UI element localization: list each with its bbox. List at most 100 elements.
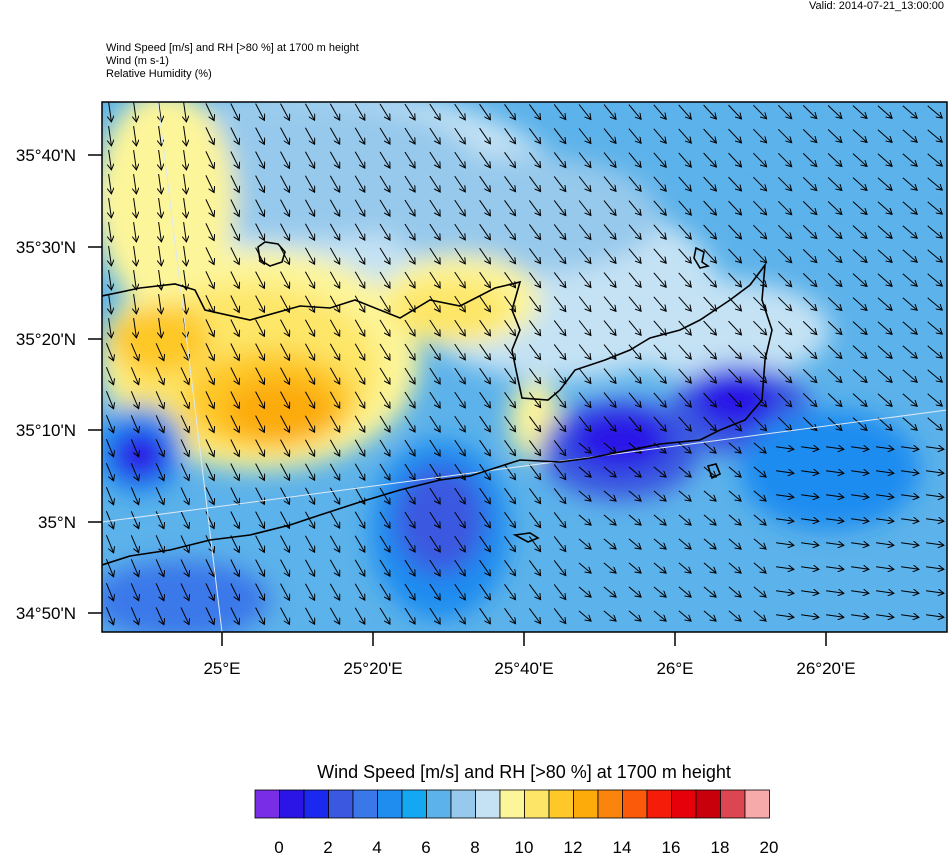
wind-arrow [255, 391, 265, 409]
wind-arrow [504, 488, 516, 503]
wind-arrow [504, 296, 516, 311]
wind-arrow [603, 392, 616, 408]
colorbar-label-0: 0 [274, 838, 283, 854]
wind-arrow [105, 415, 113, 433]
wind-arrow [753, 248, 766, 263]
wind-arrow [379, 103, 390, 120]
wind-arrow [851, 447, 869, 450]
wind-arrow [329, 487, 339, 504]
wind-arrow [304, 151, 314, 169]
wind-arrow [429, 559, 440, 576]
wind-arrow [159, 270, 162, 290]
wind-arrow [404, 391, 415, 408]
wind-arrow [205, 439, 214, 456]
wind-arrow [504, 584, 516, 599]
wind-arrow [653, 392, 666, 407]
wind-arrow [578, 344, 591, 360]
wind-arrow [777, 200, 791, 214]
wind-arrow [927, 153, 943, 166]
wind-arrow [205, 535, 214, 552]
wind-arrow [528, 608, 540, 623]
wind-arrow [255, 151, 265, 169]
wind-arrow [134, 222, 137, 242]
wind-arrow [379, 487, 390, 504]
wind-arrow [205, 367, 214, 384]
wind-arrow [528, 224, 540, 239]
wind-arrow [159, 102, 162, 122]
lat-label-35-20: 35°20'N [16, 330, 76, 349]
wind-arrow [753, 416, 766, 431]
wind-arrow [205, 127, 214, 144]
wind-arrow [180, 463, 189, 480]
wind-arrow [205, 559, 214, 576]
wind-arrow [653, 490, 666, 501]
wind-arrow [404, 463, 415, 480]
header-wind-line: Wind (m s-1) [106, 55, 169, 67]
wind-arrow [429, 175, 440, 192]
wind-arrow [628, 562, 641, 573]
wind-arrow [205, 175, 214, 192]
wind-arrow [429, 367, 440, 384]
wind-arrow [753, 538, 766, 549]
wind-arrow [454, 151, 466, 168]
wind-arrow [703, 514, 716, 525]
wind-arrow [184, 150, 187, 170]
wind-arrow [851, 495, 869, 498]
wind-arrow [826, 471, 844, 474]
wind-arrow [454, 487, 466, 504]
wind-arrow [429, 127, 440, 144]
wind-arrow [280, 487, 290, 505]
wind-arrow [504, 440, 516, 455]
wind-arrow [230, 295, 239, 313]
wind-arrow [230, 367, 239, 385]
wind-arrow [109, 126, 112, 146]
wind-arrow [180, 343, 189, 360]
colorbar-box [450, 789, 476, 819]
wind-arrow [753, 392, 766, 407]
wind-arrow [876, 495, 894, 498]
wind-arrow [603, 128, 616, 144]
wind-arrow [703, 248, 717, 263]
wind-arrow [901, 591, 919, 594]
wind-arrow [852, 393, 867, 407]
wind-arrow [902, 393, 917, 406]
wind-arrow [255, 511, 265, 529]
wind-arrow [354, 295, 365, 312]
wind-arrow [479, 103, 491, 120]
wind-arrow [801, 543, 819, 546]
wind-arrow [159, 246, 162, 266]
wind-arrow [504, 128, 516, 143]
wind-arrow [304, 127, 314, 145]
wind-arrow [329, 463, 339, 480]
colorbar [254, 789, 770, 819]
wind-arrow [728, 514, 741, 525]
wind-arrow [180, 559, 189, 576]
wind-arrow [504, 368, 516, 383]
wind-arrow [429, 247, 440, 264]
wind-arrow [479, 583, 491, 600]
wind-arrow [603, 104, 616, 120]
wind-arrow [130, 607, 138, 624]
wind-arrow [329, 223, 339, 240]
wind-arrow [603, 538, 616, 549]
wind-arrow [528, 152, 540, 167]
wind-arrow [130, 343, 138, 360]
wind-arrow [927, 345, 943, 358]
wind-arrow [553, 344, 566, 359]
wind-arrow [777, 128, 791, 142]
wind-arrow [479, 319, 491, 336]
wind-arrow [777, 392, 791, 406]
wind-arrow [304, 583, 314, 601]
wind-arrow [578, 562, 591, 573]
wind-arrow [184, 294, 187, 314]
wind-arrow [184, 174, 187, 194]
wind-arrow [429, 271, 440, 288]
wind-arrow [205, 319, 214, 336]
wind-arrow [753, 466, 766, 477]
wind-arrow [379, 199, 390, 216]
wind-arrow [703, 610, 716, 621]
wind-arrow [130, 391, 138, 408]
wind-arrow [777, 296, 791, 310]
colorbar-box [622, 789, 648, 819]
